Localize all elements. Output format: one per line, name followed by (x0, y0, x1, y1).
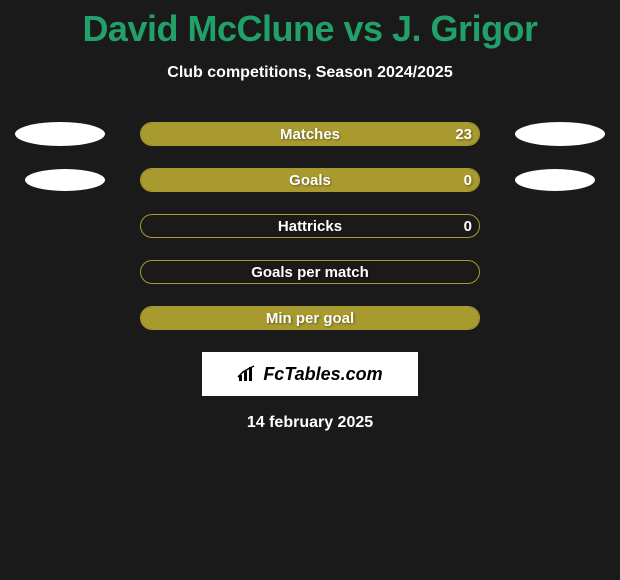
stat-value: 23 (455, 122, 472, 146)
logo-text: FcTables.com (263, 364, 382, 385)
subtitle: Club competitions, Season 2024/2025 (0, 64, 620, 82)
stat-value: 0 (464, 168, 472, 192)
stat-label: Matches (140, 122, 480, 146)
stat-row-min-per-goal: Min per goal (70, 306, 550, 330)
chart-icon (237, 365, 259, 383)
stats-container: Matches 23 Goals 0 Hattricks 0 Goals per… (70, 122, 550, 330)
stat-label: Goals per match (140, 260, 480, 284)
stat-label: Goals (140, 168, 480, 192)
page-title: David McClune vs J. Grigor (0, 0, 620, 50)
stat-value: 0 (464, 214, 472, 238)
stat-row-goals-per-match: Goals per match (70, 260, 550, 284)
stat-label: Min per goal (140, 306, 480, 330)
stat-row-matches: Matches 23 (70, 122, 550, 146)
stat-label: Hattricks (140, 214, 480, 238)
date-text: 14 february 2025 (0, 414, 620, 432)
stat-row-hattricks: Hattricks 0 (70, 214, 550, 238)
stat-row-goals: Goals 0 (70, 168, 550, 192)
fctables-logo: FcTables.com (202, 352, 418, 396)
